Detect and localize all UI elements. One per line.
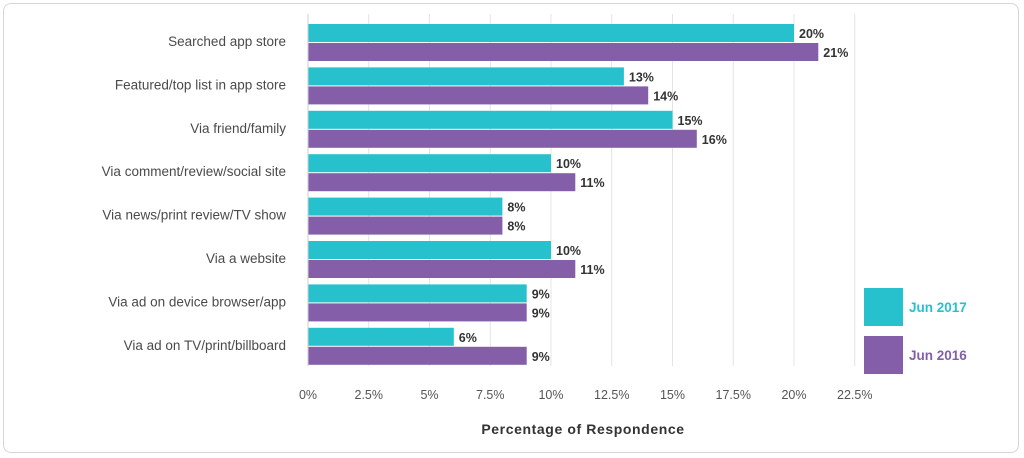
x-tick-label: 12.5% xyxy=(594,388,629,402)
data-label: 10% xyxy=(556,157,581,171)
category-label: Via ad on TV/print/billboard xyxy=(124,338,286,353)
bar-jun-2017 xyxy=(308,284,527,303)
category-label: Via ad on device browser/app xyxy=(108,294,286,309)
data-label: 9% xyxy=(532,287,550,301)
category-label: Searched app store xyxy=(168,34,286,49)
category-label: Via a website xyxy=(206,251,286,266)
bar-jun-2016 xyxy=(308,173,576,192)
data-label: 10% xyxy=(556,244,581,258)
bar-jun-2016 xyxy=(308,303,527,322)
x-tick-label: 7.5% xyxy=(476,388,505,402)
data-label: 9% xyxy=(532,350,550,364)
category-label: Featured/top list in app store xyxy=(115,77,286,92)
category-label: Via news/print review/TV show xyxy=(102,208,286,223)
chart-frame xyxy=(3,3,1019,453)
legend-label: Jun 2016 xyxy=(909,348,967,363)
data-label: 14% xyxy=(653,89,678,103)
data-label: 13% xyxy=(629,70,654,84)
x-tick-label: 20% xyxy=(781,388,806,402)
bar-jun-2016 xyxy=(308,129,697,148)
data-label: 21% xyxy=(823,46,848,60)
x-tick-label: 22.5% xyxy=(837,388,872,402)
x-tick-label: 15% xyxy=(660,388,685,402)
legend-swatch xyxy=(864,288,903,326)
legend-label: Jun 2017 xyxy=(909,300,967,315)
data-label: 8% xyxy=(507,201,525,215)
legend-swatch xyxy=(864,336,903,374)
legend: Jun 2017 Jun 2016 xyxy=(864,288,967,374)
data-label: 20% xyxy=(799,27,824,41)
category-label: Via friend/family xyxy=(190,121,286,136)
bar-jun-2017 xyxy=(308,241,551,259)
data-label: 16% xyxy=(702,133,727,147)
labels: 0% 2.5% 5% 7.5% 10% 12.5% 15% 17.5% 20% 22.5% Sear… xyxy=(102,27,873,402)
category-label: Via comment/review/social site xyxy=(102,164,286,179)
x-tick-label: 10% xyxy=(538,388,563,402)
data-label: 9% xyxy=(532,306,550,320)
x-tick-label: 17.5% xyxy=(716,388,751,402)
bar-jun-2016 xyxy=(308,43,819,61)
bar-jun-2017 xyxy=(308,24,794,42)
bar-jun-2017 xyxy=(308,110,673,129)
bar-jun-2017 xyxy=(308,154,551,173)
x-tick-label: 2.5% xyxy=(355,388,384,402)
bar-jun-2016 xyxy=(308,346,527,365)
data-label: 8% xyxy=(507,220,525,234)
data-label: 6% xyxy=(459,331,477,345)
data-label: 11% xyxy=(580,176,604,190)
bars xyxy=(308,24,819,365)
x-tick-label: 0% xyxy=(299,388,317,402)
bar-jun-2017 xyxy=(308,327,454,346)
bar-jun-2017 xyxy=(308,197,503,216)
x-tick-label: 5% xyxy=(420,388,438,402)
bar-jun-2016 xyxy=(308,260,576,278)
bar-jun-2016 xyxy=(308,216,503,235)
bar-jun-2016 xyxy=(308,86,649,105)
data-label: 11% xyxy=(580,263,604,277)
data-label: 15% xyxy=(678,114,703,128)
bar-jun-2017 xyxy=(308,67,624,86)
x-axis-title: Percentage of Respondence xyxy=(481,421,684,437)
